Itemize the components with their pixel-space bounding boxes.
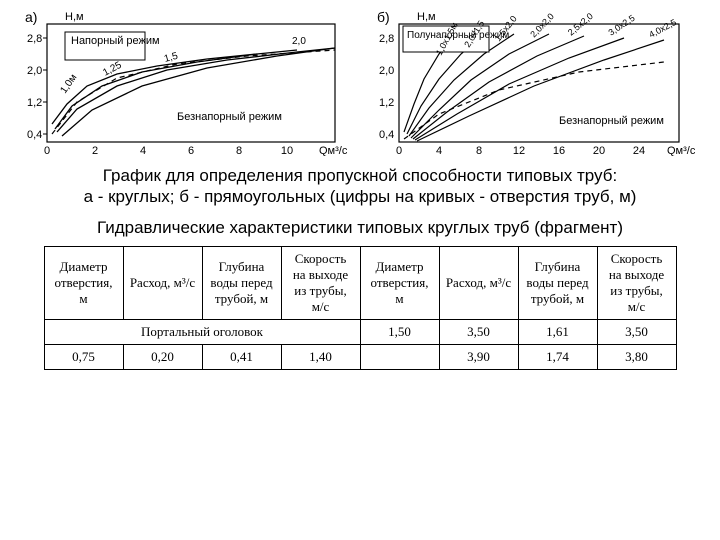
svg-text:0: 0 [396,145,402,156]
svg-text:6: 6 [188,145,194,156]
svg-text:Безнапорный режим: Безнапорный режим [559,115,664,127]
svg-text:Безнапорный режим: Безнапорный режим [177,111,282,123]
table-header-row: Диаметр отверстия, м Расход, м³/с Глубин… [44,246,676,319]
svg-text:16: 16 [553,145,565,156]
hydraulic-table: Диаметр отверстия, м Расход, м³/с Глубин… [44,246,677,370]
col-4: Диаметр отверстия, м [360,246,439,319]
cell [360,344,439,369]
svg-text:2,8: 2,8 [379,33,394,45]
col-7: Скорость на выходе из трубы, м/с [597,246,676,319]
charts-row: а) 2,8 2,0 1,2 0,4 0 2 4 6 8 10 [0,0,720,159]
cell: 1,61 [518,319,597,344]
cell: 1,50 [360,319,439,344]
svg-text:24: 24 [633,145,645,156]
cell: 0,41 [202,344,281,369]
chart-b: б) 2,8 2,0 1,2 0,4 0 4 8 12 16 20 24 Н,м… [371,6,701,159]
cell: 0,20 [123,344,202,369]
svg-text:2,0: 2,0 [292,36,306,47]
svg-text:0,4: 0,4 [27,129,42,141]
svg-text:4: 4 [140,145,146,156]
merge-cell: Портальный оголовок [44,319,360,344]
caption-line1: График для определения пропускной способ… [103,166,617,185]
svg-text:0: 0 [44,145,50,156]
col-6: Глубина воды перед трубой, м [518,246,597,319]
cell: 3,50 [597,319,676,344]
svg-text:2,0: 2,0 [27,65,42,77]
cell: 3,50 [439,319,518,344]
svg-text:0,4: 0,4 [379,129,394,141]
svg-text:1,2: 1,2 [27,97,42,109]
chart-b-svg: б) 2,8 2,0 1,2 0,4 0 4 8 12 16 20 24 Н,м… [371,6,701,156]
figure-caption: График для определения пропускной способ… [30,165,690,208]
svg-text:2: 2 [92,145,98,156]
col-3: Скорость на выходе из трубы, м/с [281,246,360,319]
cell: 1,74 [518,344,597,369]
chart-a-yticks: 2,8 2,0 1,2 0,4 [27,33,47,141]
chart-a: а) 2,8 2,0 1,2 0,4 0 2 4 6 8 10 [19,6,349,159]
chart-b-ylabel: Н,м [417,11,436,23]
panel-label-a: а) [25,9,37,25]
svg-text:8: 8 [476,145,482,156]
table-row: 0,75 0,20 0,41 1,40 3,90 1,74 3,80 [44,344,676,369]
svg-text:8: 8 [236,145,242,156]
table-row: Портальный оголовок 1,50 3,50 1,61 3,50 [44,319,676,344]
svg-text:2,8: 2,8 [27,33,42,45]
cell: 3,80 [597,344,676,369]
table-title: Гидравлические характеристики типовых кр… [0,218,720,238]
svg-text:20: 20 [593,145,605,156]
svg-text:10: 10 [281,145,293,156]
svg-text:Напорный режим: Напорный режим [71,35,160,47]
svg-text:2,0: 2,0 [379,65,394,77]
cell: 1,40 [281,344,360,369]
chart-a-ylabel: Н,м [65,11,84,23]
col-5: Расход, м³/с [439,246,518,319]
panel-label-b: б) [377,9,390,25]
chart-b-xlabel: Qм³/с [667,145,696,156]
svg-text:12: 12 [513,145,525,156]
col-1: Расход, м³/с [123,246,202,319]
col-2: Глубина воды перед трубой, м [202,246,281,319]
chart-a-xlabel: Qм³/с [319,145,348,156]
chart-b-yticks: 2,8 2,0 1,2 0,4 [379,33,394,141]
chart-a-svg: а) 2,8 2,0 1,2 0,4 0 2 4 6 8 10 [19,6,349,156]
col-0: Диаметр отверстия, м [44,246,123,319]
cell: 0,75 [44,344,123,369]
svg-text:4: 4 [436,145,442,156]
cell: 3,90 [439,344,518,369]
chart-b-xticks: 0 4 8 12 16 20 24 [396,145,645,156]
svg-text:1,2: 1,2 [379,97,394,109]
chart-a-xticks: 0 2 4 6 8 10 [44,145,293,156]
caption-line2: а - круглых; б - прямоугольных (цифры на… [84,187,637,206]
